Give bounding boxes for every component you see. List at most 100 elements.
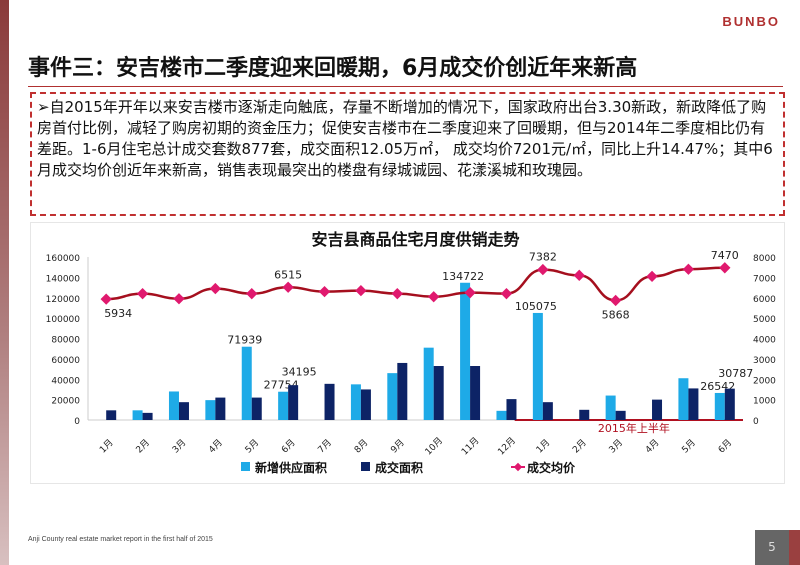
left-tick-label: 0 [74, 417, 80, 427]
transaction-bar [106, 410, 117, 420]
footer-text: Anji County real estate market report in… [28, 536, 213, 543]
chart: 安吉县商品住宅月度供销走势020000400006000080000100000… [46, 230, 777, 475]
price-data-label: 7382 [529, 251, 557, 264]
supply-bar [241, 346, 252, 420]
legend-swatch [241, 462, 250, 471]
supply-bar [532, 312, 543, 420]
left-tick-label: 100000 [46, 315, 81, 325]
transaction-bar [470, 366, 481, 420]
transaction-bar [360, 389, 371, 420]
price-point [500, 288, 513, 300]
transaction-bar [688, 388, 699, 420]
page-accent [789, 530, 800, 565]
x-tick-label: 8月 [352, 437, 370, 455]
supply-bar [168, 391, 179, 420]
transaction-bar [652, 399, 663, 420]
price-point [719, 262, 731, 274]
legend-label: 新增供应面积 [255, 460, 327, 475]
slide-title: 事件三：安吉楼市二季度迎来回暖期，6月成交价创近年来新高 [28, 56, 638, 81]
transaction-bar [215, 397, 226, 420]
x-tick-label: 10月 [423, 435, 445, 457]
supply-bar [350, 384, 361, 420]
summary-text: 自2015年开年以来安吉楼市逐渐走向触底，存量不断增加的情况下，国家政府出台3.… [37, 98, 773, 179]
bar-data-label: 105075 [515, 300, 557, 313]
supply-bar [678, 378, 689, 420]
left-tick-label: 140000 [46, 274, 81, 284]
price-point [537, 263, 549, 276]
x-tick-label: 12月 [496, 435, 518, 457]
x-tick-label: 6月 [716, 437, 734, 455]
page-number: 5 [755, 530, 789, 565]
price-point [318, 285, 331, 298]
left-tick-label: 80000 [51, 336, 80, 346]
x-tick-label: 5月 [680, 437, 698, 455]
price-data-label: 6515 [274, 268, 302, 281]
x-tick-label: 11月 [459, 435, 481, 457]
price-line [106, 266, 725, 302]
supply-bar [278, 391, 289, 420]
bar-data-label: 34195 [282, 366, 317, 379]
transaction-bar [178, 402, 189, 420]
x-tick-label: 4月 [643, 437, 661, 455]
price-point [209, 282, 222, 295]
transaction-bar [615, 410, 626, 420]
left-tick-label: 20000 [51, 397, 80, 407]
x-tick-label: 5月 [243, 437, 261, 455]
price-data-label: 5868 [602, 308, 630, 321]
x-tick-label: 9月 [389, 437, 407, 455]
right-tick-label: 3000 [753, 356, 776, 366]
legend-swatch [361, 462, 370, 471]
price-point [282, 281, 294, 293]
price-point [136, 288, 149, 300]
transaction-bar [142, 412, 153, 420]
transaction-bar [288, 385, 299, 420]
price-point [609, 294, 622, 307]
bar-data-label: 30787 [718, 367, 753, 380]
summary-box: ➢自2015年开年以来安吉楼市逐渐走向触底，存量不断增加的情况下，国家政府出台3… [30, 92, 785, 216]
price-point [428, 291, 440, 303]
price-point [355, 284, 367, 297]
x-tick-label: 7月 [316, 437, 334, 455]
chart-panel: 安吉县商品住宅月度供销走势 0 20000 40000 60000 80000 100000… [30, 222, 785, 484]
price-point [573, 269, 585, 281]
x-tick-label: 2月 [571, 437, 589, 455]
transaction-bar [397, 362, 408, 420]
x-tick-label: 1月 [534, 437, 552, 455]
price-data-label: 7470 [711, 249, 739, 262]
bullet-arrow-icon: ➢ [37, 98, 50, 116]
title-divider [28, 86, 783, 87]
period-annotation: 2015年上半年 [598, 421, 670, 435]
transaction-bar [579, 409, 590, 420]
right-tick-label: 2000 [753, 376, 776, 386]
supply-bar [496, 410, 507, 420]
legend-label: 成交均价 [527, 460, 576, 475]
right-tick-label: 6000 [753, 295, 776, 305]
transaction-bar [542, 402, 553, 420]
transaction-bar [724, 388, 735, 420]
legend-marker [513, 462, 523, 472]
supply-bar [205, 400, 216, 420]
bar-data-label: 71939 [227, 334, 262, 347]
price-point [246, 288, 258, 300]
transaction-bar [324, 383, 335, 420]
supply-bar [423, 347, 434, 420]
supply-bar [460, 282, 471, 420]
x-tick-label: 2月 [134, 437, 152, 455]
x-tick-label: 6月 [279, 437, 297, 455]
left-tick-label: 120000 [46, 295, 81, 305]
bar-data-label: 134722 [442, 270, 484, 283]
legend-label: 成交面积 [375, 460, 423, 475]
x-tick-label: 3月 [607, 437, 625, 455]
chart-title: 安吉县商品住宅月度供销走势 [311, 230, 519, 249]
price-point [682, 263, 695, 275]
right-tick-label: 8000 [753, 254, 776, 264]
left-tick-label: 60000 [51, 356, 80, 366]
price-point [173, 293, 185, 305]
slide-accent-band [0, 0, 9, 565]
price-point [100, 293, 112, 305]
right-tick-label: 4000 [753, 336, 776, 346]
supply-bar [132, 410, 143, 420]
transaction-bar [506, 399, 517, 420]
supply-bar [387, 373, 398, 420]
transaction-bar [433, 366, 444, 420]
